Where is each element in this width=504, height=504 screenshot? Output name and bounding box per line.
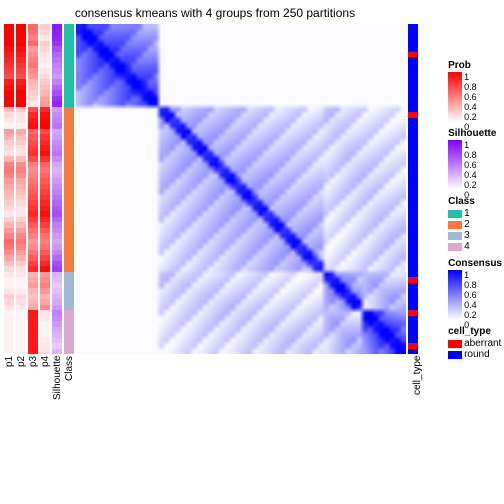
xlabel-silhouette: Silhouette xyxy=(52,356,64,416)
p4-column xyxy=(40,24,50,354)
legends: Prob10.80.60.40.20 Silhouette10.80.60.40.… xyxy=(448,60,502,366)
silhouette-column xyxy=(52,24,62,354)
plot-title: consensus kmeans with 4 groups from 250 … xyxy=(0,6,430,20)
legend-cell: cell_typeaberrantround xyxy=(448,326,502,360)
column-labels: p1p2p3p4SilhouetteClasscell_type xyxy=(4,356,76,502)
consensus-heatmap xyxy=(76,24,406,354)
main-plot xyxy=(4,24,418,354)
p3-column xyxy=(28,24,38,354)
xlabel-p3: p3 xyxy=(28,356,40,416)
xlabel-class: Class xyxy=(64,356,76,416)
legend-class: Class1234 xyxy=(448,196,502,252)
p2-column xyxy=(16,24,26,354)
legend-prob: Prob10.80.60.40.20 xyxy=(448,60,502,122)
p1-column xyxy=(4,24,14,354)
legend-cons: Consensus10.80.60.40.20 xyxy=(448,258,502,320)
legend-sil: Silhouette10.80.60.40.20 xyxy=(448,128,502,190)
xlabel-p4: p4 xyxy=(40,356,52,416)
xlabel-p2: p2 xyxy=(16,356,28,416)
class-column xyxy=(64,24,74,354)
xlabel-p1: p1 xyxy=(4,356,16,416)
cell-type-column xyxy=(408,24,418,354)
xlabel-cell-type: cell_type xyxy=(412,356,423,416)
